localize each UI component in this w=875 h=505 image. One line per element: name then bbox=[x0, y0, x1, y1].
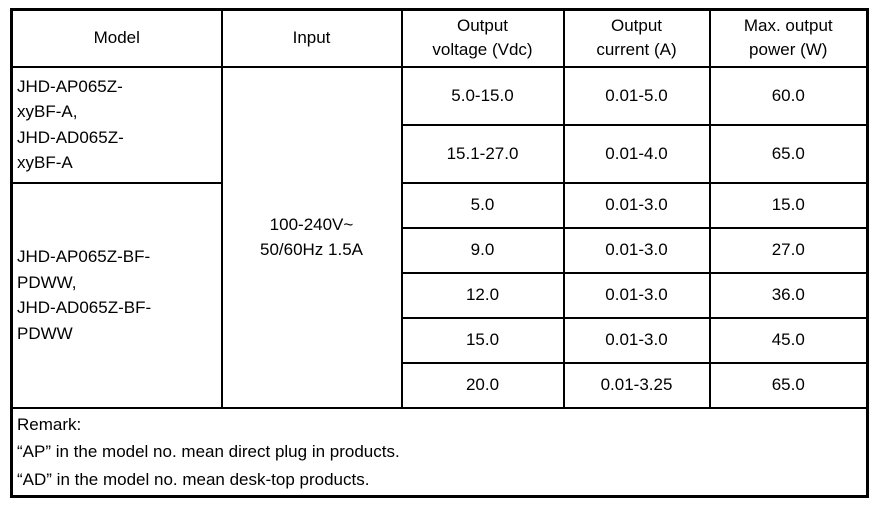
col-header-output-current: Output current (A) bbox=[562, 8, 711, 68]
voltage-cell: 5.0 bbox=[400, 181, 565, 229]
table-row: 12.0 0.01-3.0 36.0 bbox=[12, 271, 869, 319]
col-header-output-voltage: Output voltage (Vdc) bbox=[400, 8, 565, 68]
table-row: JHD-AP065Z- xyBF-A, JHD-AD065Z- xyBF-A 1… bbox=[10, 65, 869, 409]
power-cell: 65.0 bbox=[708, 361, 869, 409]
voltage-cell: 5.0-15.0 bbox=[400, 65, 565, 126]
power-cell: 27.0 bbox=[708, 226, 869, 274]
voltage-cell: 15.1-27.0 bbox=[400, 123, 565, 184]
power-cell: 65.0 bbox=[708, 123, 869, 184]
power-cell: 15.0 bbox=[708, 181, 869, 229]
current-cell: 0.01-3.0 bbox=[562, 181, 711, 229]
table-row: 15.0 0.01-3.0 45.0 bbox=[12, 316, 869, 364]
remark-line-1: “AP” in the model no. mean direct plug i… bbox=[17, 442, 400, 462]
col-header-max-power: Max. output power (W) bbox=[708, 8, 869, 68]
col-header-input: Input bbox=[220, 8, 403, 68]
current-cell: 0.01-3.25 bbox=[562, 361, 711, 409]
remark-cell: Remark: “AP” in the model no. mean direc… bbox=[10, 406, 869, 498]
table-row: 20.0 0.01-3.25 65.0 bbox=[12, 361, 869, 409]
input-cell: 100-240V~ 50/60Hz 1.5A bbox=[220, 65, 403, 409]
current-cell: 0.01-3.0 bbox=[562, 271, 711, 319]
current-cell: 0.01-5.0 bbox=[562, 65, 711, 126]
col-header-model: Model bbox=[10, 8, 223, 68]
voltage-cell: 12.0 bbox=[400, 271, 565, 319]
remark-title: Remark: bbox=[17, 414, 82, 434]
power-cell: 36.0 bbox=[708, 271, 869, 319]
remark-line-2: “AD” in the model no. mean desk-top prod… bbox=[17, 469, 370, 489]
current-cell: 0.01-4.0 bbox=[562, 123, 711, 184]
voltage-cell: 9.0 bbox=[400, 226, 565, 274]
table-row: 9.0 0.01-3.0 27.0 bbox=[12, 226, 869, 274]
model-group-2-cell: JHD-AP065Z-BF- PDWW, JHD-AD065Z-BF- PDWW bbox=[10, 181, 223, 409]
power-cell: 60.0 bbox=[708, 65, 869, 126]
table-row: 15.1-27.0 0.01-4.0 65.0 bbox=[12, 123, 869, 184]
model-group-1-cell: JHD-AP065Z- xyBF-A, JHD-AD065Z- xyBF-A bbox=[10, 65, 223, 184]
spec-table: Model Input Output voltage (Vdc) Output … bbox=[10, 8, 869, 499]
table-row: JHD-AP065Z-BF- PDWW, JHD-AD065Z-BF- PDWW… bbox=[10, 181, 869, 409]
power-cell: 45.0 bbox=[708, 316, 869, 364]
header-row: Model Input Output voltage (Vdc) Output … bbox=[10, 8, 869, 68]
remark-row: Remark: “AP” in the model no. mean direc… bbox=[10, 406, 869, 498]
voltage-cell: 20.0 bbox=[400, 361, 565, 409]
voltage-cell: 15.0 bbox=[400, 316, 565, 364]
current-cell: 0.01-3.0 bbox=[562, 226, 711, 274]
current-cell: 0.01-3.0 bbox=[562, 316, 711, 364]
